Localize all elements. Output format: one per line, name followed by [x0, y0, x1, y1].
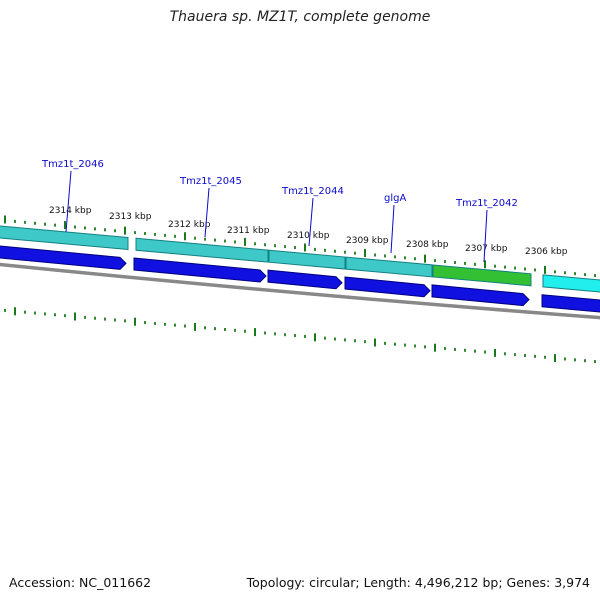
gene-label: glgA	[384, 193, 406, 204]
gene-leader-line	[65, 170, 72, 233]
cds-track	[0, 245, 600, 313]
gene-feature	[542, 274, 600, 293]
gene-label: Tmz1t_2044	[281, 186, 344, 197]
gene-feature	[432, 264, 532, 287]
outer-tick-track	[4, 215, 596, 278]
kbp-scale: 2314 kbp 2313 kbp 2312 kbp 2311 kbp 2310 kbp…	[49, 206, 568, 257]
cds-arrow	[133, 257, 267, 283]
gene-leader-line	[308, 197, 314, 247]
gene-label: Tmz1t_2046	[41, 159, 104, 170]
gene-track	[0, 225, 600, 293]
backbone-line	[0, 262, 600, 320]
cds-arrow	[541, 294, 600, 313]
accession-text: Accession: NC_011662	[9, 575, 152, 590]
kbp-label: 2306 kbp	[525, 247, 568, 257]
kbp-label: 2309 kbp	[346, 236, 389, 246]
kbp-label: 2308 kbp	[406, 240, 449, 250]
cds-arrow	[344, 276, 431, 298]
cds-arrow	[0, 245, 127, 270]
map-title: Thauera sp. MZ1T, complete genome	[169, 9, 431, 25]
genome-backbone	[0, 262, 600, 320]
gene-leader-line	[483, 209, 488, 263]
gene-feature	[345, 256, 433, 278]
gene-label: Tmz1t_2045	[179, 176, 242, 187]
cds-arrow	[431, 284, 530, 307]
topology-text: Topology: circular; Length: 4,496,212 bp…	[246, 575, 590, 590]
gene-feature	[268, 249, 346, 270]
kbp-label: 2313 kbp	[109, 212, 152, 222]
gene-label: Tmz1t_2042	[455, 198, 518, 209]
kbp-label: 2310 kbp	[287, 231, 330, 241]
inner-tick-track	[4, 307, 596, 364]
gene-leader-line	[390, 204, 395, 254]
kbp-label: 2312 kbp	[168, 220, 211, 230]
kbp-label: 2307 kbp	[465, 244, 508, 254]
cds-arrow	[267, 269, 343, 290]
gene-feature	[0, 225, 129, 251]
gene-feature	[135, 237, 269, 263]
gene-leader-line	[204, 187, 210, 238]
gene-labels: Tmz1t_2046 Tmz1t_2045 Tmz1t_2044 glgA Tmz1t_…	[41, 159, 518, 263]
kbp-label: 2311 kbp	[227, 226, 270, 236]
kbp-label: 2314 kbp	[49, 206, 92, 216]
